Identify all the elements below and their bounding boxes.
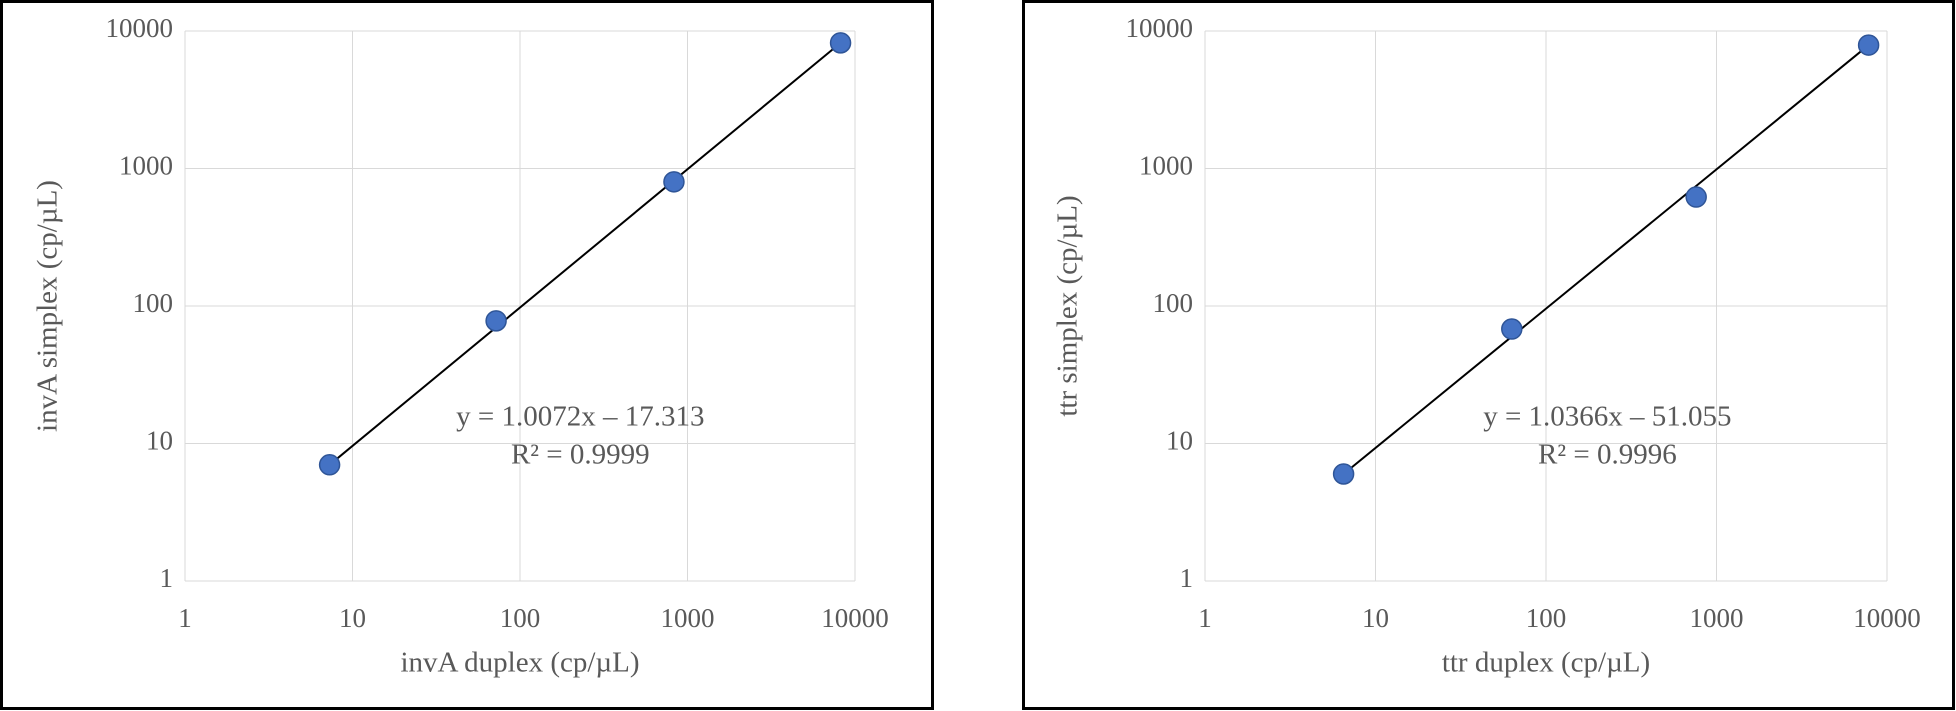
data-point bbox=[829, 32, 852, 54]
x-tick-label: 10 bbox=[1362, 603, 1389, 633]
data-point bbox=[1685, 186, 1707, 208]
y-tick-label: 10000 bbox=[1126, 13, 1194, 43]
y-tick-label: 100 bbox=[133, 288, 174, 318]
trendline-equation: y = 1.0072x – 17.313 bbox=[456, 400, 704, 432]
y-axis-title: invA simplex (cp/µL) bbox=[32, 180, 64, 432]
y-tick-label: 1 bbox=[1180, 563, 1194, 593]
trendline-r-squared: R² = 0.9999 bbox=[511, 438, 650, 470]
x-tick-label: 1 bbox=[1198, 603, 1212, 633]
y-tick-label: 100 bbox=[1153, 288, 1194, 318]
y-tick-label: 1 bbox=[160, 563, 174, 593]
y-tick-label: 1000 bbox=[119, 151, 173, 181]
y-axis-title: ttr simplex (cp/µL) bbox=[1052, 195, 1084, 416]
x-axis-title: ttr duplex (cp/µL) bbox=[1442, 647, 1650, 679]
x-tick-label: 10000 bbox=[1853, 603, 1921, 633]
x-tick-label: 10 bbox=[339, 603, 366, 633]
y-tick-label: 1000 bbox=[1139, 151, 1193, 181]
y-tick-label: 10000 bbox=[106, 13, 174, 43]
x-tick-label: 10000 bbox=[821, 603, 889, 633]
y-tick-label: 10 bbox=[146, 426, 173, 456]
trendline bbox=[328, 42, 842, 466]
data-point bbox=[1332, 463, 1355, 485]
x-tick-label: 1000 bbox=[661, 603, 715, 633]
trendline bbox=[1342, 44, 1870, 475]
data-point bbox=[1501, 318, 1523, 340]
x-tick-label: 1000 bbox=[1690, 603, 1744, 633]
data-point bbox=[663, 171, 685, 193]
trendline-equation: y = 1.0366x – 51.055 bbox=[1483, 400, 1731, 432]
data-point bbox=[485, 310, 507, 332]
y-tick-label: 10 bbox=[1166, 426, 1193, 456]
x-axis-title: invA duplex (cp/µL) bbox=[401, 647, 640, 679]
data-point bbox=[318, 454, 341, 476]
panel-border bbox=[0, 0, 934, 710]
x-tick-label: 100 bbox=[1526, 603, 1567, 633]
x-tick-label: 1 bbox=[178, 603, 192, 633]
trendline-r-squared: R² = 0.9996 bbox=[1538, 438, 1677, 470]
data-point bbox=[1857, 34, 1880, 56]
x-tick-label: 100 bbox=[500, 603, 541, 633]
panel-border bbox=[1022, 0, 1955, 710]
